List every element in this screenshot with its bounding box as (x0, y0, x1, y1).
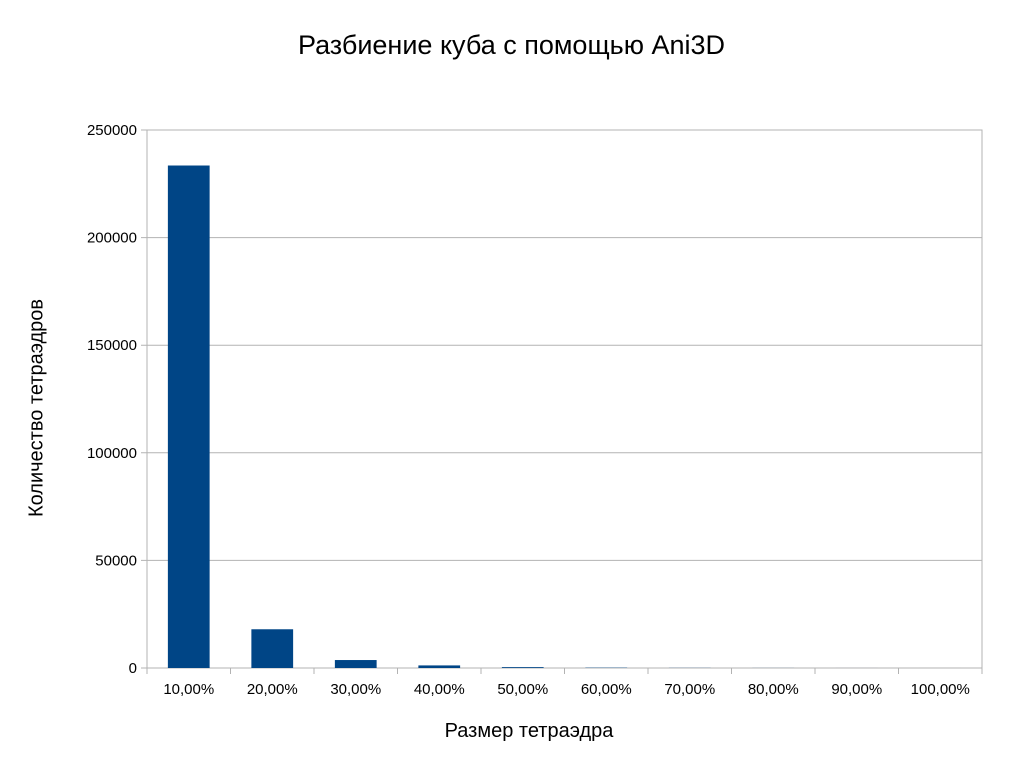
x-tick-label: 80,00% (748, 681, 799, 698)
x-tick-label: 10,00% (163, 681, 214, 698)
x-tick-label: 100,00% (911, 681, 970, 698)
x-tick-label: 60,00% (581, 681, 632, 698)
plot-area-border (146, 129, 983, 669)
bar (501, 667, 544, 668)
y-axis-label: Количество тетраэдров (25, 298, 48, 518)
y-tick-label: 200000 (87, 230, 137, 247)
bar (167, 165, 210, 668)
bar (418, 665, 461, 668)
x-tick-label: 50,00% (497, 681, 548, 698)
chart-title: Разбиение куба с помощью Ani3D (297, 30, 726, 60)
x-axis-label: Размер тетраэдра (444, 720, 614, 742)
x-tick-label: 90,00% (831, 681, 882, 698)
x-tick-label: 40,00% (414, 681, 465, 698)
y-tick-label: 250000 (87, 122, 137, 139)
y-tick-label: 100000 (87, 445, 137, 462)
y-tick-label: 0 (129, 660, 137, 677)
x-tick-label: 70,00% (664, 681, 715, 698)
y-tick-label: 50000 (95, 552, 137, 569)
x-tick-label: 30,00% (330, 681, 381, 698)
x-tick-label: 20,00% (247, 681, 298, 698)
bar (334, 660, 377, 668)
y-tick-label: 150000 (87, 337, 137, 354)
bar (251, 629, 294, 668)
